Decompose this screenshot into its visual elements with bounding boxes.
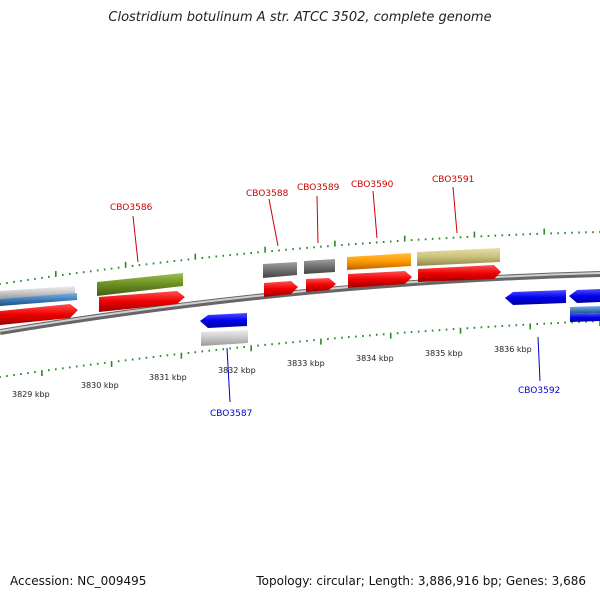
genome-backbone — [0, 271, 600, 335]
leader-cbo3586 — [132, 215, 139, 263]
gene-arrow-forward — [0, 304, 78, 325]
kbp-label: 3835 kbp — [425, 349, 463, 358]
kbp-label: 3830 kbp — [81, 381, 119, 390]
gene-labels: CBO3586 CBO3588 CBO3589 CBO3590 CBO3591 … — [110, 175, 560, 419]
gene-label-cbo3588: CBO3588 — [246, 189, 289, 199]
gene-label-cbo3589: CBO3589 — [297, 183, 340, 193]
accession-text: Accession: NC_009495 — [10, 574, 147, 588]
feature-steel-blue-right — [570, 306, 600, 314]
leader-cbo3591 — [452, 186, 458, 234]
leader-cbo3592 — [537, 336, 541, 382]
gene-label-cbo3592: CBO3592 — [518, 386, 560, 396]
feature-orange-cbo3590 — [347, 253, 411, 270]
feature-gray-cbo3589 — [304, 259, 335, 274]
forward-tick-row — [0, 228, 600, 285]
feature-light-gray-left — [0, 286, 75, 299]
feature-light-gray-cbo3587 — [201, 330, 248, 346]
kbp-labels: 3829 kbp 3830 kbp 3831 kbp 3832 kbp 3833… — [12, 345, 532, 399]
feature-green-cbo3586 — [97, 273, 183, 296]
gene-arrow-reverse — [200, 313, 247, 328]
reverse-genes — [200, 289, 600, 346]
gene-arrow-forward — [418, 265, 501, 282]
gene-arrow-reverse — [570, 313, 600, 322]
kbp-label: 3832 kbp — [218, 366, 256, 375]
topology-text: Topology: circular; Length: 3,886,916 bp… — [256, 574, 586, 588]
kbp-label: 3833 kbp — [287, 359, 325, 368]
leader-cbo3589 — [316, 195, 319, 244]
gene-label-cbo3587: CBO3587 — [210, 409, 252, 419]
feature-gray-cbo3588 — [263, 262, 297, 278]
gene-label-cbo3590: CBO3590 — [351, 180, 394, 190]
leader-cbo3590 — [372, 190, 378, 239]
feature-khaki-cbo3591 — [417, 248, 500, 266]
kbp-label: 3836 kbp — [494, 345, 532, 354]
leader-cbo3587 — [226, 347, 231, 403]
gene-label-cbo3591: CBO3591 — [432, 175, 474, 185]
genome-backbone-highlight — [0, 272, 600, 332]
map-title: Clostridium botulinum A str. ATCC 3502, … — [108, 10, 492, 25]
gene-arrow-forward — [306, 278, 336, 292]
kbp-label: 3829 kbp — [12, 390, 50, 399]
feature-steel-blue-left — [0, 293, 77, 306]
gene-arrow-reverse — [505, 290, 566, 305]
gene-arrow-reverse — [569, 289, 600, 303]
label-leaders — [132, 186, 541, 403]
kbp-label: 3834 kbp — [356, 354, 394, 363]
gene-arrow-forward — [99, 291, 185, 312]
gene-arrow-forward — [348, 271, 412, 288]
kbp-label: 3831 kbp — [149, 373, 187, 382]
leader-cbo3588 — [268, 198, 279, 247]
gene-label-cbo3586: CBO3586 — [110, 203, 153, 213]
feature-row-upper — [0, 248, 500, 306]
forward-genes — [0, 265, 501, 325]
reverse-tick-row — [0, 320, 600, 378]
gene-arrow-forward — [264, 281, 298, 297]
